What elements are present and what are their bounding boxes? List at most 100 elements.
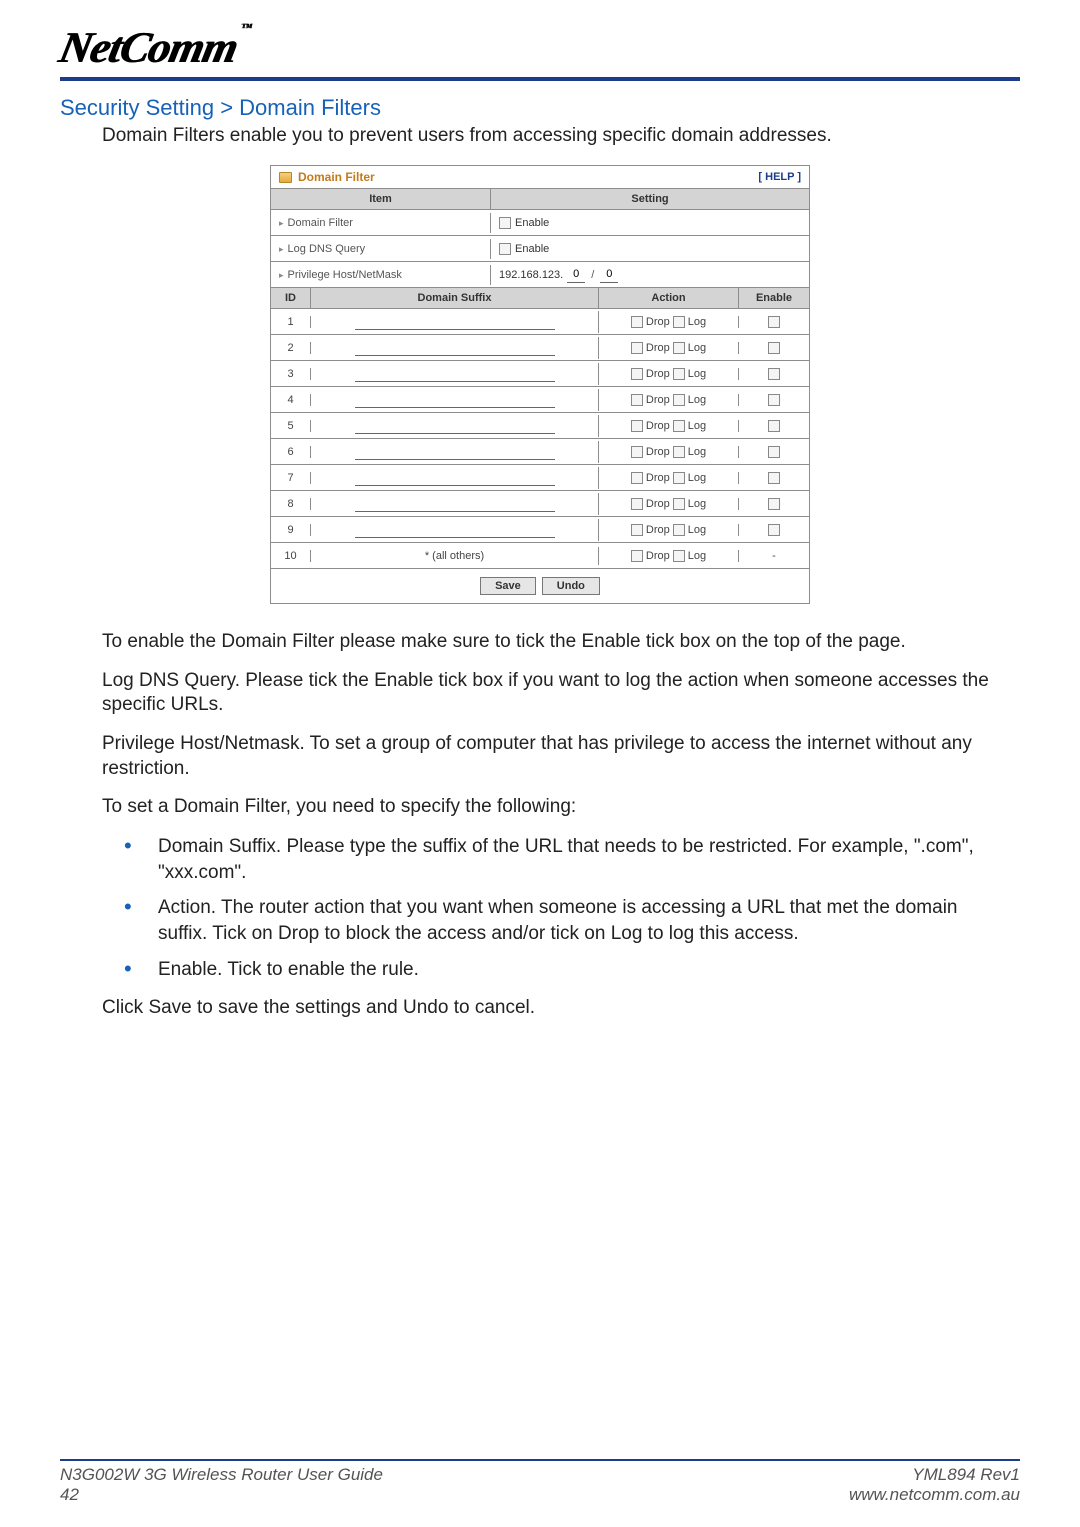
undo-button[interactable]: Undo — [542, 577, 600, 595]
rules-col-enable: Enable — [739, 288, 809, 308]
rules-col-action: Action — [599, 288, 739, 308]
log-label: Log — [688, 472, 706, 484]
ip-mask-input[interactable] — [600, 267, 618, 283]
log-label: Log — [688, 446, 706, 458]
log-checkbox[interactable] — [673, 342, 685, 354]
rule-enable-checkbox[interactable] — [768, 446, 780, 458]
rule-id: 2 — [271, 342, 311, 354]
rule-id: 6 — [271, 446, 311, 458]
log-label: Log — [688, 550, 706, 562]
rule-row: 5 Drop Log — [271, 413, 809, 439]
drop-label: Drop — [646, 498, 670, 510]
save-button[interactable]: Save — [480, 577, 536, 595]
rule-row: 8 Drop Log — [271, 491, 809, 517]
rule-enable-checkbox[interactable] — [768, 394, 780, 406]
domain-suffix-input[interactable] — [355, 418, 555, 434]
log-checkbox[interactable] — [673, 550, 685, 562]
drop-label: Drop — [646, 368, 670, 380]
rule-row: 3 Drop Log — [271, 361, 809, 387]
drop-checkbox[interactable] — [631, 316, 643, 328]
footer-url: www.netcomm.com.au — [849, 1485, 1020, 1505]
drop-checkbox[interactable] — [631, 420, 643, 432]
rule-enable-checkbox[interactable] — [768, 342, 780, 354]
log-dns-enable-checkbox[interactable] — [499, 243, 511, 255]
log-label: Log — [688, 420, 706, 432]
domain-suffix-input[interactable] — [355, 444, 555, 460]
drop-checkbox[interactable] — [631, 446, 643, 458]
col-header-setting: Setting — [491, 189, 809, 209]
rule-id: 5 — [271, 420, 311, 432]
domain-suffix-input[interactable] — [355, 392, 555, 408]
domain-suffix-input[interactable] — [355, 340, 555, 356]
log-checkbox[interactable] — [673, 368, 685, 380]
drop-checkbox[interactable] — [631, 498, 643, 510]
footer-rev: YML894 Rev1 — [849, 1465, 1020, 1485]
domain-suffix-input[interactable] — [355, 496, 555, 512]
domain-suffix-input[interactable] — [355, 366, 555, 382]
rule-row: 6 Drop Log — [271, 439, 809, 465]
domain-filter-panel: Domain Filter [ HELP ] Item Setting ▸Dom… — [270, 165, 810, 604]
drop-label: Drop — [646, 446, 670, 458]
drop-checkbox[interactable] — [631, 394, 643, 406]
ip-host-input[interactable] — [567, 267, 585, 283]
bullet-domain-suffix: Domain Suffix. Please type the suffix of… — [102, 834, 990, 885]
log-label: Log — [688, 524, 706, 536]
rule-id: 1 — [271, 316, 311, 328]
log-label: Log — [688, 368, 706, 380]
domain-filter-enable-checkbox[interactable] — [499, 217, 511, 229]
rule-row: 7 Drop Log — [271, 465, 809, 491]
paragraph-save: Click Save to save the settings and Undo… — [102, 996, 990, 1021]
all-others-label: * (all others) — [311, 547, 599, 565]
rule-id: 9 — [271, 524, 311, 536]
log-checkbox[interactable] — [673, 498, 685, 510]
help-link[interactable]: [ HELP ] — [758, 171, 801, 183]
log-checkbox[interactable] — [673, 316, 685, 328]
paragraph-priv-host: Privilege Host/Netmask. To set a group o… — [102, 732, 990, 781]
ip-prefix: 192.168.123. — [499, 269, 563, 281]
rule-enable-checkbox[interactable] — [768, 498, 780, 510]
drop-checkbox[interactable] — [631, 524, 643, 536]
log-checkbox[interactable] — [673, 446, 685, 458]
rule-enable-checkbox[interactable] — [768, 316, 780, 328]
footer-rule — [60, 1459, 1020, 1461]
paragraph-enable: To enable the Domain Filter please make … — [102, 630, 990, 655]
domain-suffix-input[interactable] — [355, 314, 555, 330]
page-title: Security Setting > Domain Filters — [60, 95, 1020, 121]
drop-checkbox[interactable] — [631, 472, 643, 484]
log-checkbox[interactable] — [673, 394, 685, 406]
rule-row-all-others: 10* (all others) Drop Log- — [271, 543, 809, 569]
rule-id: 4 — [271, 394, 311, 406]
log-label: Log — [688, 394, 706, 406]
log-checkbox[interactable] — [673, 420, 685, 432]
mask-separator: / — [589, 269, 596, 281]
log-checkbox[interactable] — [673, 472, 685, 484]
brand-logo-text: NetComm — [55, 23, 242, 72]
rule-enable-checkbox[interactable] — [768, 368, 780, 380]
brand-logo-tm: ™ — [239, 22, 252, 34]
drop-checkbox[interactable] — [631, 368, 643, 380]
drop-label: Drop — [646, 524, 670, 536]
rule-enable-checkbox[interactable] — [768, 472, 780, 484]
drop-label: Drop — [646, 316, 670, 328]
log-label: Log — [688, 316, 706, 328]
chevron-right-icon: ▸ — [279, 244, 284, 254]
rule-enable-checkbox[interactable] — [768, 524, 780, 536]
panel-title: Domain Filter — [298, 170, 375, 184]
drop-label: Drop — [646, 342, 670, 354]
drop-label: Drop — [646, 394, 670, 406]
item-log-dns-label: Log DNS Query — [288, 243, 366, 255]
drop-checkbox[interactable] — [631, 550, 643, 562]
rule-row: 1 Drop Log — [271, 309, 809, 335]
chevron-right-icon: ▸ — [279, 218, 284, 228]
domain-suffix-input[interactable] — [355, 470, 555, 486]
domain-suffix-input[interactable] — [355, 522, 555, 538]
drop-checkbox[interactable] — [631, 342, 643, 354]
rule-enable-checkbox[interactable] — [768, 420, 780, 432]
paragraph-log-dns: Log DNS Query. Please tick the Enable ti… — [102, 669, 990, 718]
log-checkbox[interactable] — [673, 524, 685, 536]
rule-row: 2 Drop Log — [271, 335, 809, 361]
rules-col-suffix: Domain Suffix — [311, 288, 599, 308]
intro-text: Domain Filters enable you to prevent use… — [102, 125, 1020, 147]
item-priv-host-label: Privilege Host/NetMask — [288, 269, 402, 281]
bullet-enable: Enable. Tick to enable the rule. — [102, 957, 990, 983]
